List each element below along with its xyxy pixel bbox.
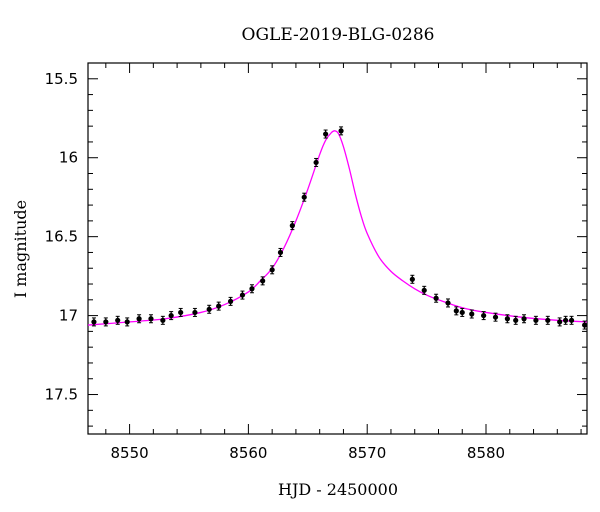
data-point [277, 247, 284, 257]
axis-ticks [88, 62, 587, 434]
data-point [115, 315, 121, 325]
data-point [178, 307, 184, 317]
y-tick-label: 17 [59, 307, 78, 325]
data-point [545, 315, 551, 325]
data-point [269, 265, 275, 275]
x-tick-label: 8580 [467, 444, 505, 462]
data-point [136, 314, 142, 324]
data-point [533, 315, 539, 325]
data-point [249, 284, 255, 294]
data-point [260, 276, 266, 286]
y-tick-label: 15.5 [45, 70, 78, 88]
data-point [206, 304, 212, 314]
data-point [216, 301, 222, 311]
data-point [568, 315, 575, 325]
data-point [313, 157, 319, 167]
y-tick-label: 16.5 [45, 228, 78, 246]
data-point [481, 311, 487, 321]
data-point [563, 315, 569, 325]
data-point [239, 290, 246, 300]
data-point [409, 274, 415, 284]
data-point [445, 298, 451, 308]
plot-frame [87, 62, 588, 435]
data-point [421, 285, 427, 295]
x-tick-label: 8570 [348, 444, 386, 462]
data-point [192, 307, 198, 317]
x-tick-label: 8560 [229, 444, 267, 462]
data-point [582, 320, 588, 330]
data-point [459, 307, 465, 317]
tick-labels: 8550 8560 8570 8580 15.5 16 16.5 17 17.5 [45, 70, 506, 462]
data-point [148, 314, 154, 324]
data-point [557, 317, 563, 327]
data-point [301, 192, 307, 202]
data-point [168, 311, 174, 321]
data-point [453, 306, 459, 316]
chart-title: OGLE-2019-BLG-0286 [242, 25, 435, 45]
data-point [513, 315, 519, 325]
data-point [227, 296, 234, 306]
y-tick-label: 16 [59, 149, 78, 167]
x-tick-label: 8550 [110, 444, 148, 462]
data-point [521, 314, 527, 324]
x-axis-label: HJD - 2450000 [278, 480, 398, 499]
data-point [124, 317, 130, 327]
data-point [469, 309, 475, 319]
data-point [103, 317, 109, 327]
data-point [91, 317, 97, 327]
data-point [492, 312, 499, 322]
data-point [160, 315, 166, 325]
model-curve [87, 130, 588, 326]
data-point [504, 314, 510, 324]
data-point [338, 126, 344, 136]
data-point [323, 129, 329, 139]
data-point [433, 293, 439, 303]
data-layer [87, 126, 588, 330]
y-tick-label: 17.5 [45, 386, 78, 404]
y-axis-label: I magnitude [11, 200, 30, 298]
data-point [289, 221, 295, 231]
